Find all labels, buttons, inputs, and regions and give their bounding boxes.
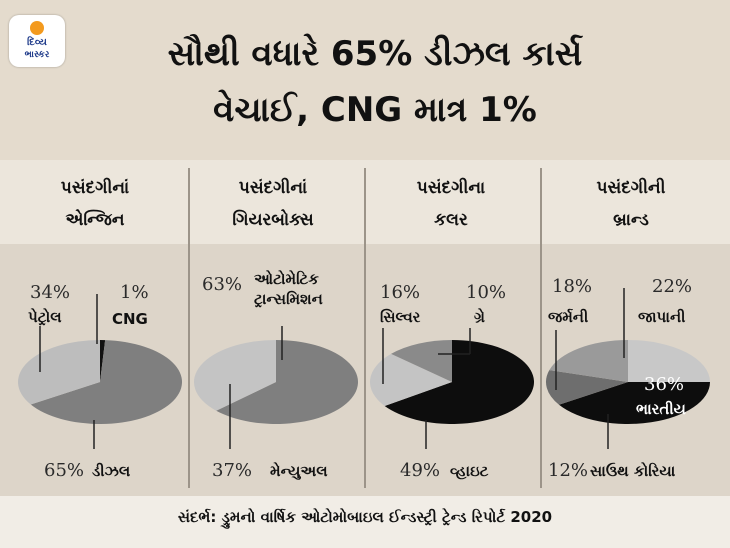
brand-pie-slice-japan bbox=[628, 340, 710, 382]
column-heading-brand: પસંદગીની બ્રાન્ડ bbox=[546, 172, 716, 236]
gearbox-manual-pct: 37% bbox=[212, 460, 252, 481]
color-grey-label: ગ્રે bbox=[474, 307, 485, 326]
color-pie-slice-silver bbox=[370, 353, 452, 406]
headline-line-1: સૌથી વધારે 65% ડીઝલ કાર્સ bbox=[167, 34, 583, 74]
brand-korea-label: સાઉથ કોરિયા bbox=[590, 461, 676, 480]
headline-line-2: વેચાઈ, CNG માત્ર 1% bbox=[213, 90, 537, 130]
brand-japan-pct: 22% bbox=[652, 276, 692, 297]
column-heading-brand-line-2: બ્રાન્ડ bbox=[613, 210, 649, 230]
gearbox-pie-slice-manual bbox=[193, 340, 276, 411]
column-heading-color: પસંદગીના કલર bbox=[366, 172, 536, 236]
column-heading-gearbox: પસંદગીનાં ગિયરબોક્સ bbox=[188, 172, 358, 236]
brand-pie-slice-india bbox=[559, 382, 710, 425]
headline: સૌથી વધારે 65% ડીઝલ કાર્સ વેચાઈ, CNG માત… bbox=[75, 26, 675, 138]
divya-bhaskar-logo: દિવ્ય ભાસ્કર bbox=[9, 15, 65, 67]
brand-germany-label: જર્મની bbox=[548, 308, 588, 326]
column-heading-engine-line-1: પસંદગીનાં bbox=[60, 178, 130, 198]
color-pie-slice-grey bbox=[391, 340, 452, 382]
engine-petrol-label: પેટ્રોલ bbox=[28, 307, 62, 326]
column-heading-gearbox-line-1: પસંદગીનાં bbox=[238, 178, 308, 198]
brand-korea-pct: 12% bbox=[548, 460, 588, 481]
gearbox-automatic-label-line-1: ઓટોમેટિક bbox=[254, 269, 319, 288]
gearbox-automatic-pct: 63% bbox=[202, 274, 242, 295]
brand-india-pct: 36% bbox=[644, 374, 684, 395]
gearbox-automatic-label: ઓટોમેટિક ટ્રાન્સમિશન bbox=[254, 269, 324, 308]
engine-pie-slice-diesel bbox=[30, 340, 183, 424]
logo-line-1: દિવ્ય bbox=[27, 37, 47, 48]
column-divider-2 bbox=[364, 168, 366, 488]
gearbox-automatic-label-line-2: ટ્રાન્સમિશન bbox=[254, 290, 323, 308]
column-divider-3 bbox=[540, 168, 542, 488]
column-divider-1 bbox=[188, 168, 190, 488]
engine-pie-slice-cng bbox=[100, 339, 106, 382]
column-heading-color-line-1: પસંદગીના bbox=[416, 178, 486, 198]
engine-cng-label: CNG bbox=[112, 310, 148, 328]
engine-pie-slice-petrol bbox=[18, 340, 100, 405]
engine-diesel-pct: 65% bbox=[44, 460, 84, 481]
column-heading-brand-line-1: પસંદગીની bbox=[596, 178, 666, 198]
brand-pie-slice-korea bbox=[545, 370, 628, 405]
column-heading-gearbox-line-2: ગિયરબોક્સ bbox=[232, 210, 314, 230]
color-grey-pct: 10% bbox=[466, 282, 506, 303]
gearbox-pie-slice-automatic bbox=[216, 340, 358, 424]
pie-charts: 34% પેટ્રોલ 1% CNG 65% ડીઝલ 63% ઓટોમેટિક… bbox=[18, 269, 710, 481]
color-white-pct: 49% bbox=[400, 460, 440, 481]
column-heading-engine-line-2: એન્જિન bbox=[65, 210, 125, 230]
sun-icon bbox=[30, 21, 44, 35]
logo-line-2: ભાસ્કર bbox=[24, 50, 50, 60]
engine-petrol-pct: 34% bbox=[30, 282, 70, 303]
column-heading-color-line-2: કલર bbox=[434, 210, 468, 230]
color-silver-pct: 16% bbox=[380, 282, 420, 303]
brand-japan-label: જાપાની bbox=[638, 308, 685, 326]
brand-india-label: ભારતીય bbox=[636, 400, 686, 418]
pie-slices-layer bbox=[18, 339, 710, 425]
column-heading-engine: પસંદગીનાં એન્જિન bbox=[10, 172, 180, 236]
color-silver-label: સિલ્વર bbox=[380, 308, 421, 326]
engine-diesel-label: ડીઝલ bbox=[92, 462, 131, 480]
title-band bbox=[0, 0, 730, 160]
gearbox-manual-label: મેન્યુઅલ bbox=[270, 461, 328, 480]
source-text: સંદર્ભ: ડ્રુમનો વાર્ષિક ઓટોમોબાઇલ ઈન્ડસ્… bbox=[177, 508, 553, 526]
color-pie-slice-white bbox=[384, 340, 535, 424]
brand-germany-pct: 18% bbox=[552, 276, 592, 297]
engine-cng-pct: 1% bbox=[120, 282, 149, 303]
color-white-label: વ્હાઇટ bbox=[450, 462, 489, 480]
source-footer: સંદર્ભ: ડ્રુમનો વાર્ષિક ઓટોમોબાઇલ ઈન્ડસ્… bbox=[0, 496, 730, 548]
brand-pie-slice-germany bbox=[549, 340, 628, 382]
